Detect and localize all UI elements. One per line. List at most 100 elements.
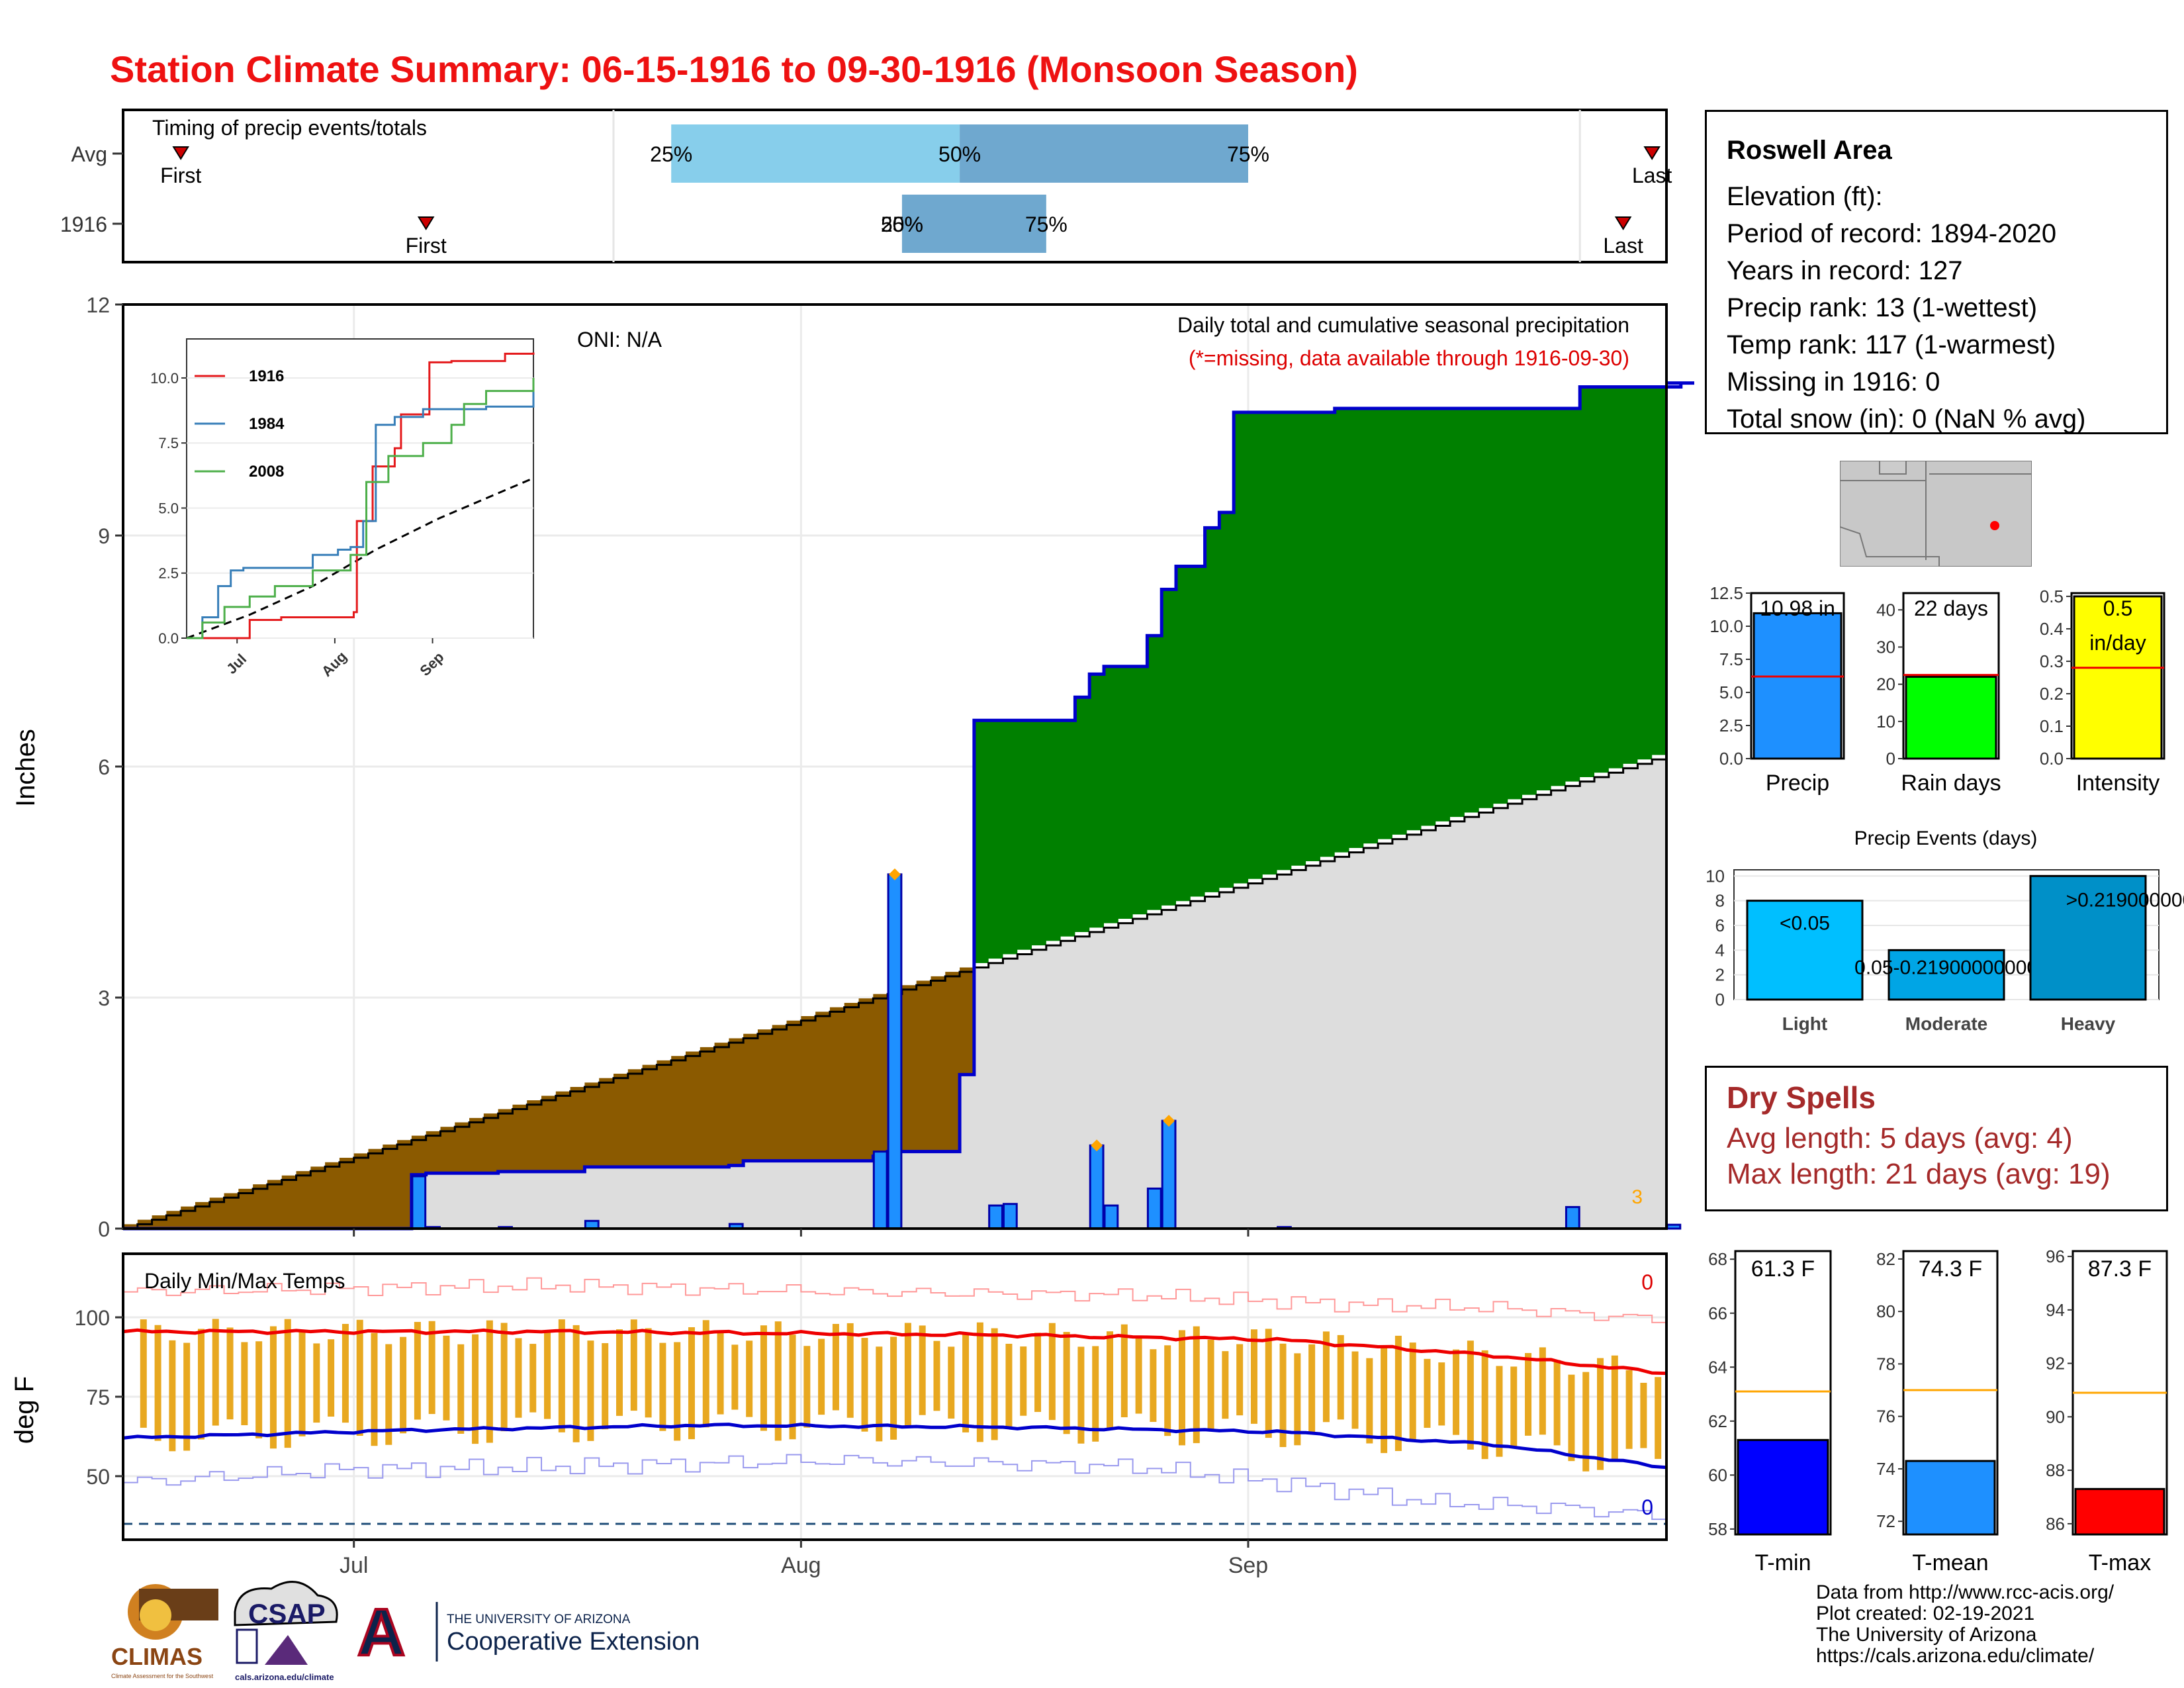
seasonal-x-label: Rain days [1901,771,2001,796]
dry-spells-box: Dry Spells Avg length: 5 days (avg: 4) M… [1705,1066,2168,1211]
daily-temp-bar [212,1319,219,1426]
daily-temp-bar [645,1328,652,1418]
footer-credits: Data from http://www.rcc-acis.org/ Plot … [1816,1582,2114,1667]
daily-temp-bar [1553,1360,1561,1446]
daily-temp-bar [1640,1382,1647,1448]
seasonal-y-tick-label: 40 [1876,600,1895,620]
seasonal-totals-panel: 0.0 2.5 5.0 7.5 10.0 12.5 10.98 in Precip 0 10 20 3… [1709,583,2165,796]
daily-temp-bar [1438,1362,1445,1426]
avg-min-temp-line [122,1423,1667,1470]
seasonal-y-tick-label: 12.5 [1709,583,1743,603]
tmean-x-label: T-mean [1912,1550,1988,1575]
daily-temp-bar [255,1341,263,1438]
locator-map [1840,461,2032,567]
temperature-means-panel: 58 60 62 64 66 68 61.3 F T-min 72 74 76 78 80 82 74.3 … [1708,1246,2168,1575]
daily-temp-bar [284,1319,291,1448]
timing-band-25-50 [671,124,960,183]
daily-temp-bar [803,1346,811,1428]
tmean-bar-T-min [1737,1438,1829,1536]
station-years: Years in record: 127 [1727,256,1963,285]
timing-last-label: Last [1632,164,1672,187]
daily-temp-bar [1539,1347,1546,1435]
precip-events-panel: Precip Events (days)0246810<0.05Light0.0… [1706,827,2184,1034]
daily-temp-bar [876,1346,883,1442]
daily-temp-bar [385,1344,392,1445]
daily-temp-bar [1150,1349,1157,1422]
tmean-y-tick-label: 90 [2046,1407,2065,1427]
daily-temp-bar [1207,1339,1214,1432]
svg-text:Climate Assessment for the Sou: Climate Assessment for the Southwest [111,1673,214,1679]
seasonal-y-tick-label: 7.5 [1719,649,1743,669]
daily-temp-bar [500,1323,508,1432]
daily-temp-bar [1107,1331,1114,1430]
daily-temp-bar [1120,1324,1128,1417]
svg-text:THE UNIVERSITY OF ARIZONA: THE UNIVERSITY OF ARIZONA [447,1613,631,1626]
inset-y-tick-label: 10.0 [150,370,179,387]
daily-precip-bar [872,1150,888,1230]
tmean-y-tick-label: 62 [1708,1411,1727,1431]
tmean-y-tick-label: 96 [2046,1246,2065,1266]
daily-temp-bar [169,1340,176,1452]
daily-precip-bar [1002,1203,1018,1230]
precip-legend-title: Daily total and cumulative seasonal prec… [1177,313,1629,337]
daily-temp-bar [486,1320,493,1443]
credit-url: https://cals.arizona.edu/climate/ [1816,1645,2095,1667]
daily-temp-bar [1077,1346,1085,1444]
tmean-y-tick-label: 92 [2046,1354,2065,1374]
tmean-y-tick-label: 60 [1708,1465,1727,1485]
daily-temp-bar [1034,1333,1042,1412]
seasonal-y-tick-label: 0.3 [2040,651,2064,671]
daily-temp-bar [919,1325,926,1415]
events-y-tick-label: 4 [1715,940,1725,960]
daily-temp-bar [731,1344,739,1410]
daily-temp-bar [1236,1344,1244,1416]
seasonal-y-tick-label: 2.5 [1719,716,1743,735]
seasonal-value-label: in/day [2089,631,2146,655]
tmean-y-tick-label: 64 [1708,1357,1727,1377]
daily-temp-bar [774,1321,782,1441]
seasonal-y-tick-label: 0.0 [1719,749,1743,769]
timing-row-label: 1916 [60,212,107,236]
timing-last-marker [1643,146,1661,160]
events-bar-label: <0.05 [1780,913,1830,935]
daily-temp-bar [1337,1335,1344,1420]
temp-x-tick-label: Jul [340,1553,368,1578]
daily-temp-bar [1525,1352,1532,1436]
tmean-y-tick-label: 76 [1876,1407,1895,1427]
record-high-count: 0 [1641,1270,1653,1294]
daily-temp-bar [1222,1351,1229,1419]
events-bar-label: >0.219000000000000 [2066,889,2184,911]
daily-temp-bar [472,1334,479,1444]
svg-text:cals.arizona.edu/climate: cals.arizona.edu/climate [235,1672,334,1682]
timing-title: Timing of precip events/totals [152,116,427,140]
seasonal-bar-Intensity [2073,595,2163,760]
daily-temp-bar [241,1342,248,1425]
station-name: Roswell Area [1727,136,1892,165]
seasonal-y-tick-label: 5.0 [1719,682,1743,702]
tmean-value-label: 87.3 F [2088,1256,2152,1282]
daily-temp-bar [1582,1372,1590,1472]
precip-y-tick-label: 9 [98,524,110,548]
events-bar-Heavy [2029,874,2147,1001]
inset-y-tick-label: 5.0 [158,500,179,516]
record-min-line [123,1454,1667,1521]
timing-p25-label: 25% [881,212,923,236]
daily-temp-bar [1193,1326,1200,1444]
station-elevation: Elevation (ft): [1727,182,1883,211]
daily-temp-bar [1453,1349,1460,1435]
daily-temp-bar [1250,1329,1257,1424]
inset-series-1984 [187,385,535,639]
daily-temp-bar [1308,1344,1316,1434]
daily-temp-bar [602,1343,609,1430]
daily-temp-bar [269,1326,277,1449]
precip-y-tick-label: 12 [86,293,110,317]
temp-panel-title: Daily Min/Max Temps [144,1269,345,1293]
dry-spells-max: Max length: 21 days (avg: 19) [1727,1158,2111,1190]
daily-temp-bar [400,1336,407,1434]
daily-temp-bar [688,1327,695,1440]
svg-text:Cooperative Extension: Cooperative Extension [447,1628,700,1656]
inset-normal-line [186,477,534,639]
extreme-event-marker [1163,1115,1175,1127]
daily-temp-bar [1135,1335,1142,1414]
